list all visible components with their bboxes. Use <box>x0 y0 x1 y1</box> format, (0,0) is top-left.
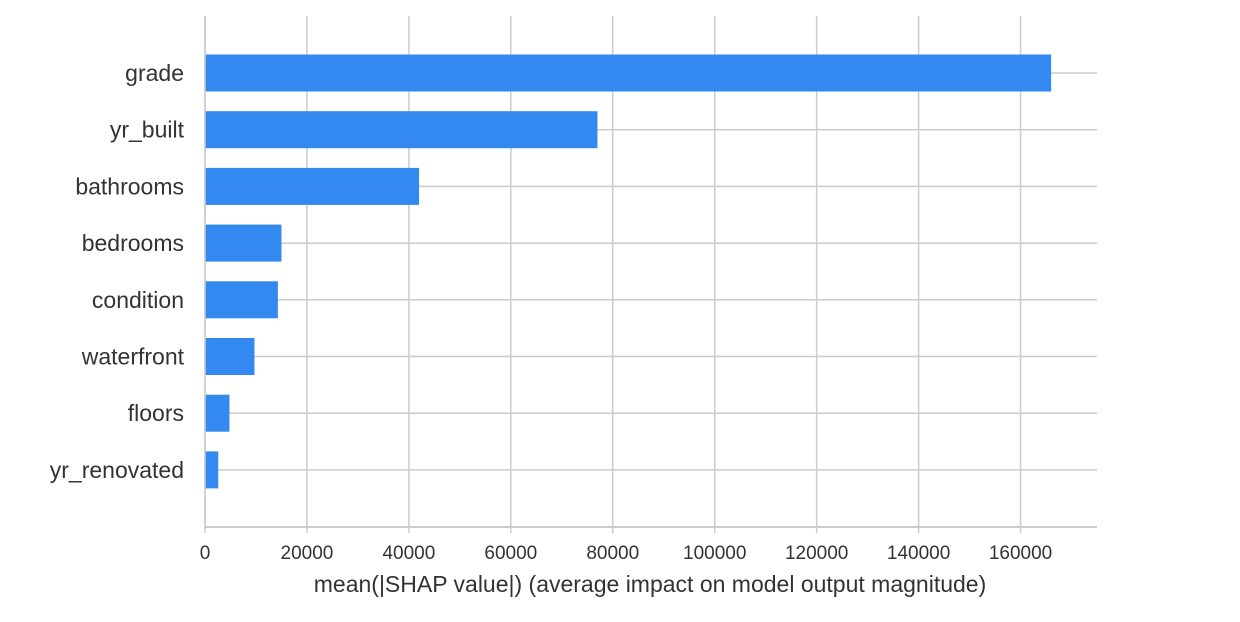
category-label: grade <box>125 60 184 86</box>
x-tick-label: 100000 <box>683 543 746 564</box>
bar-bathrooms <box>205 167 420 205</box>
bar-yr-renovated <box>205 451 219 489</box>
x-tick-label: 140000 <box>887 543 950 564</box>
x-tick-label: 120000 <box>785 543 848 564</box>
category-label: yr_built <box>110 117 185 143</box>
x-tick-label: 40000 <box>382 543 435 564</box>
x-axis-title: mean(|SHAP value|) (average impact on mo… <box>314 571 987 597</box>
bar-condition <box>205 281 278 319</box>
bar-grade <box>205 54 1052 92</box>
grid-layer <box>204 16 1097 527</box>
x-tick-label: 60000 <box>484 543 537 564</box>
category-label: floors <box>128 400 184 426</box>
x-tick-label: 80000 <box>586 543 639 564</box>
x-tick-label: 0 <box>200 543 211 564</box>
bar-bedrooms <box>205 224 282 262</box>
category-label: bathrooms <box>75 173 184 199</box>
bar-layer <box>205 54 1052 489</box>
category-label: yr_renovated <box>50 457 184 483</box>
category-label: condition <box>92 287 184 313</box>
x-tick-label: 20000 <box>281 543 334 564</box>
bar-yr-built <box>205 111 598 149</box>
category-label: bedrooms <box>82 230 184 256</box>
x-axis: 0 20000 40000 60000 80000 100000 120000 140000 1… <box>200 16 1097 564</box>
category-label: waterfront <box>81 344 185 370</box>
bar-waterfront <box>205 338 255 375</box>
category-labels: grade yr_built bathrooms bedrooms condition w… <box>50 60 185 483</box>
bar-floors <box>205 394 230 432</box>
x-tick-label: 160000 <box>989 543 1052 564</box>
